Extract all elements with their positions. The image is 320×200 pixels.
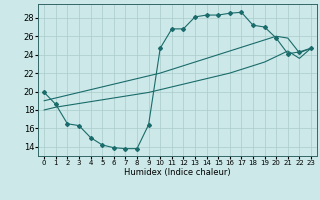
X-axis label: Humidex (Indice chaleur): Humidex (Indice chaleur) <box>124 168 231 177</box>
